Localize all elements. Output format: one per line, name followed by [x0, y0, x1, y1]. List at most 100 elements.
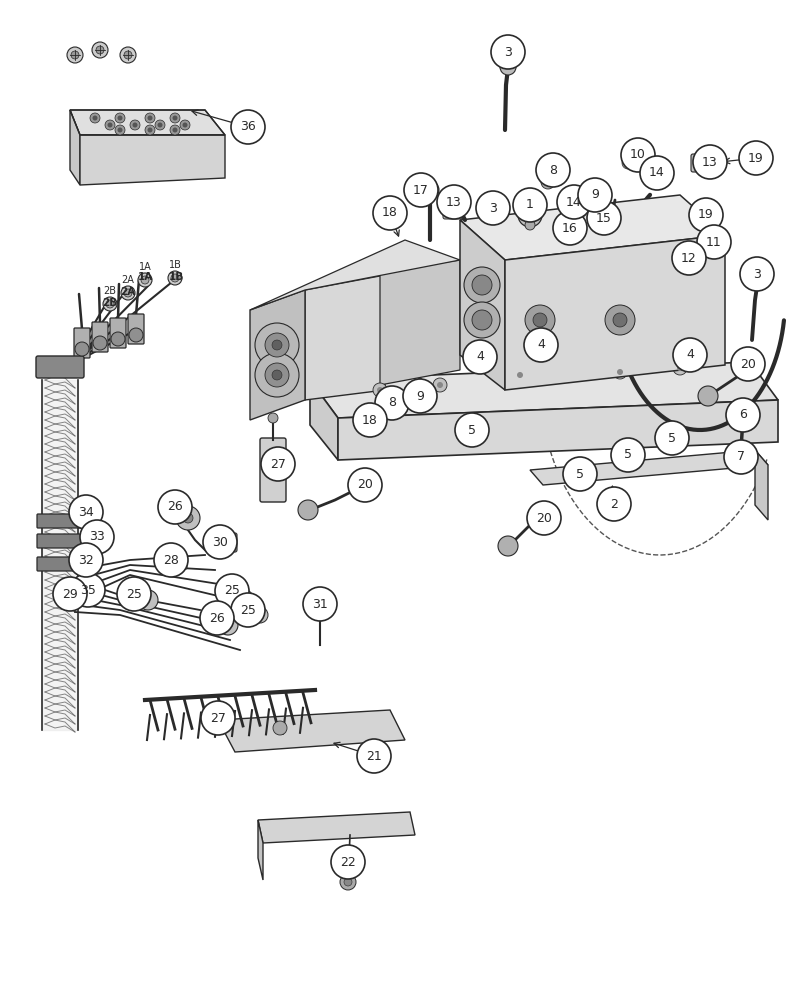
Text: 4: 4	[686, 349, 694, 361]
Polygon shape	[80, 135, 225, 185]
Circle shape	[115, 125, 125, 135]
Circle shape	[298, 500, 318, 520]
Circle shape	[272, 340, 282, 350]
FancyBboxPatch shape	[569, 204, 585, 216]
Polygon shape	[530, 450, 768, 485]
Circle shape	[353, 403, 387, 437]
Circle shape	[252, 607, 268, 623]
Polygon shape	[310, 380, 338, 460]
Circle shape	[421, 181, 439, 199]
Text: 1B: 1B	[169, 272, 184, 282]
Text: 30: 30	[212, 536, 228, 548]
Circle shape	[672, 241, 706, 275]
FancyBboxPatch shape	[589, 194, 605, 206]
Text: 1: 1	[526, 198, 534, 212]
Text: 25: 25	[126, 587, 142, 600]
Circle shape	[605, 220, 615, 230]
Circle shape	[518, 203, 542, 227]
Text: 25: 25	[240, 603, 256, 616]
Circle shape	[173, 115, 177, 120]
Text: 8: 8	[388, 396, 396, 410]
Circle shape	[117, 115, 123, 120]
Polygon shape	[70, 110, 225, 135]
FancyBboxPatch shape	[74, 328, 90, 358]
Circle shape	[93, 115, 97, 120]
Circle shape	[678, 344, 702, 368]
Circle shape	[69, 543, 103, 577]
Circle shape	[130, 120, 140, 130]
Circle shape	[524, 328, 558, 362]
Circle shape	[120, 47, 136, 63]
Circle shape	[145, 113, 155, 123]
Text: 25: 25	[224, 584, 240, 597]
Polygon shape	[505, 235, 725, 390]
Circle shape	[115, 113, 125, 123]
Polygon shape	[70, 110, 80, 185]
Text: 1A: 1A	[137, 272, 153, 282]
Circle shape	[536, 341, 546, 351]
Circle shape	[154, 543, 188, 577]
Circle shape	[92, 42, 108, 58]
FancyBboxPatch shape	[443, 203, 462, 219]
FancyBboxPatch shape	[36, 356, 84, 378]
Text: 3: 3	[504, 45, 512, 58]
Circle shape	[728, 445, 754, 471]
Circle shape	[437, 185, 471, 219]
FancyBboxPatch shape	[37, 534, 83, 548]
Polygon shape	[305, 275, 385, 400]
Circle shape	[145, 125, 155, 135]
FancyBboxPatch shape	[260, 438, 286, 502]
Text: 9: 9	[416, 389, 424, 402]
Text: 15: 15	[596, 212, 612, 225]
Text: 2A: 2A	[120, 287, 135, 297]
Text: 13: 13	[703, 155, 718, 168]
Polygon shape	[338, 400, 778, 460]
Polygon shape	[258, 820, 263, 880]
Circle shape	[171, 274, 179, 282]
Circle shape	[621, 138, 655, 172]
Circle shape	[597, 487, 631, 521]
Circle shape	[67, 47, 83, 63]
Circle shape	[693, 145, 727, 179]
Circle shape	[237, 590, 253, 606]
Circle shape	[375, 386, 409, 420]
Text: 4: 4	[476, 351, 484, 363]
Circle shape	[200, 601, 234, 635]
Circle shape	[605, 305, 635, 335]
Text: 27: 27	[270, 458, 286, 471]
Polygon shape	[310, 362, 778, 418]
Circle shape	[455, 413, 489, 447]
Circle shape	[80, 520, 114, 554]
FancyBboxPatch shape	[594, 212, 610, 224]
Text: 19: 19	[748, 151, 763, 164]
Circle shape	[513, 188, 547, 222]
Circle shape	[117, 127, 123, 132]
FancyBboxPatch shape	[167, 557, 187, 569]
Circle shape	[255, 323, 299, 367]
Circle shape	[340, 874, 356, 890]
FancyBboxPatch shape	[569, 189, 585, 201]
Circle shape	[563, 457, 597, 491]
Circle shape	[124, 289, 132, 297]
Text: 5: 5	[668, 432, 676, 444]
Circle shape	[736, 410, 750, 424]
Circle shape	[557, 185, 591, 219]
Circle shape	[344, 878, 352, 886]
Circle shape	[129, 328, 143, 342]
Circle shape	[93, 336, 107, 350]
Text: 9: 9	[591, 188, 599, 202]
Circle shape	[541, 175, 555, 189]
Text: 5: 5	[624, 448, 632, 462]
Text: 34: 34	[78, 506, 94, 518]
Circle shape	[525, 220, 535, 230]
Circle shape	[498, 536, 518, 556]
Text: 22: 22	[340, 856, 356, 868]
Text: 5: 5	[576, 468, 584, 481]
Polygon shape	[460, 195, 725, 260]
Text: 18: 18	[362, 414, 378, 426]
Circle shape	[578, 178, 612, 212]
Text: 7: 7	[737, 450, 745, 464]
Circle shape	[739, 141, 773, 175]
FancyBboxPatch shape	[92, 322, 108, 352]
Circle shape	[170, 113, 180, 123]
